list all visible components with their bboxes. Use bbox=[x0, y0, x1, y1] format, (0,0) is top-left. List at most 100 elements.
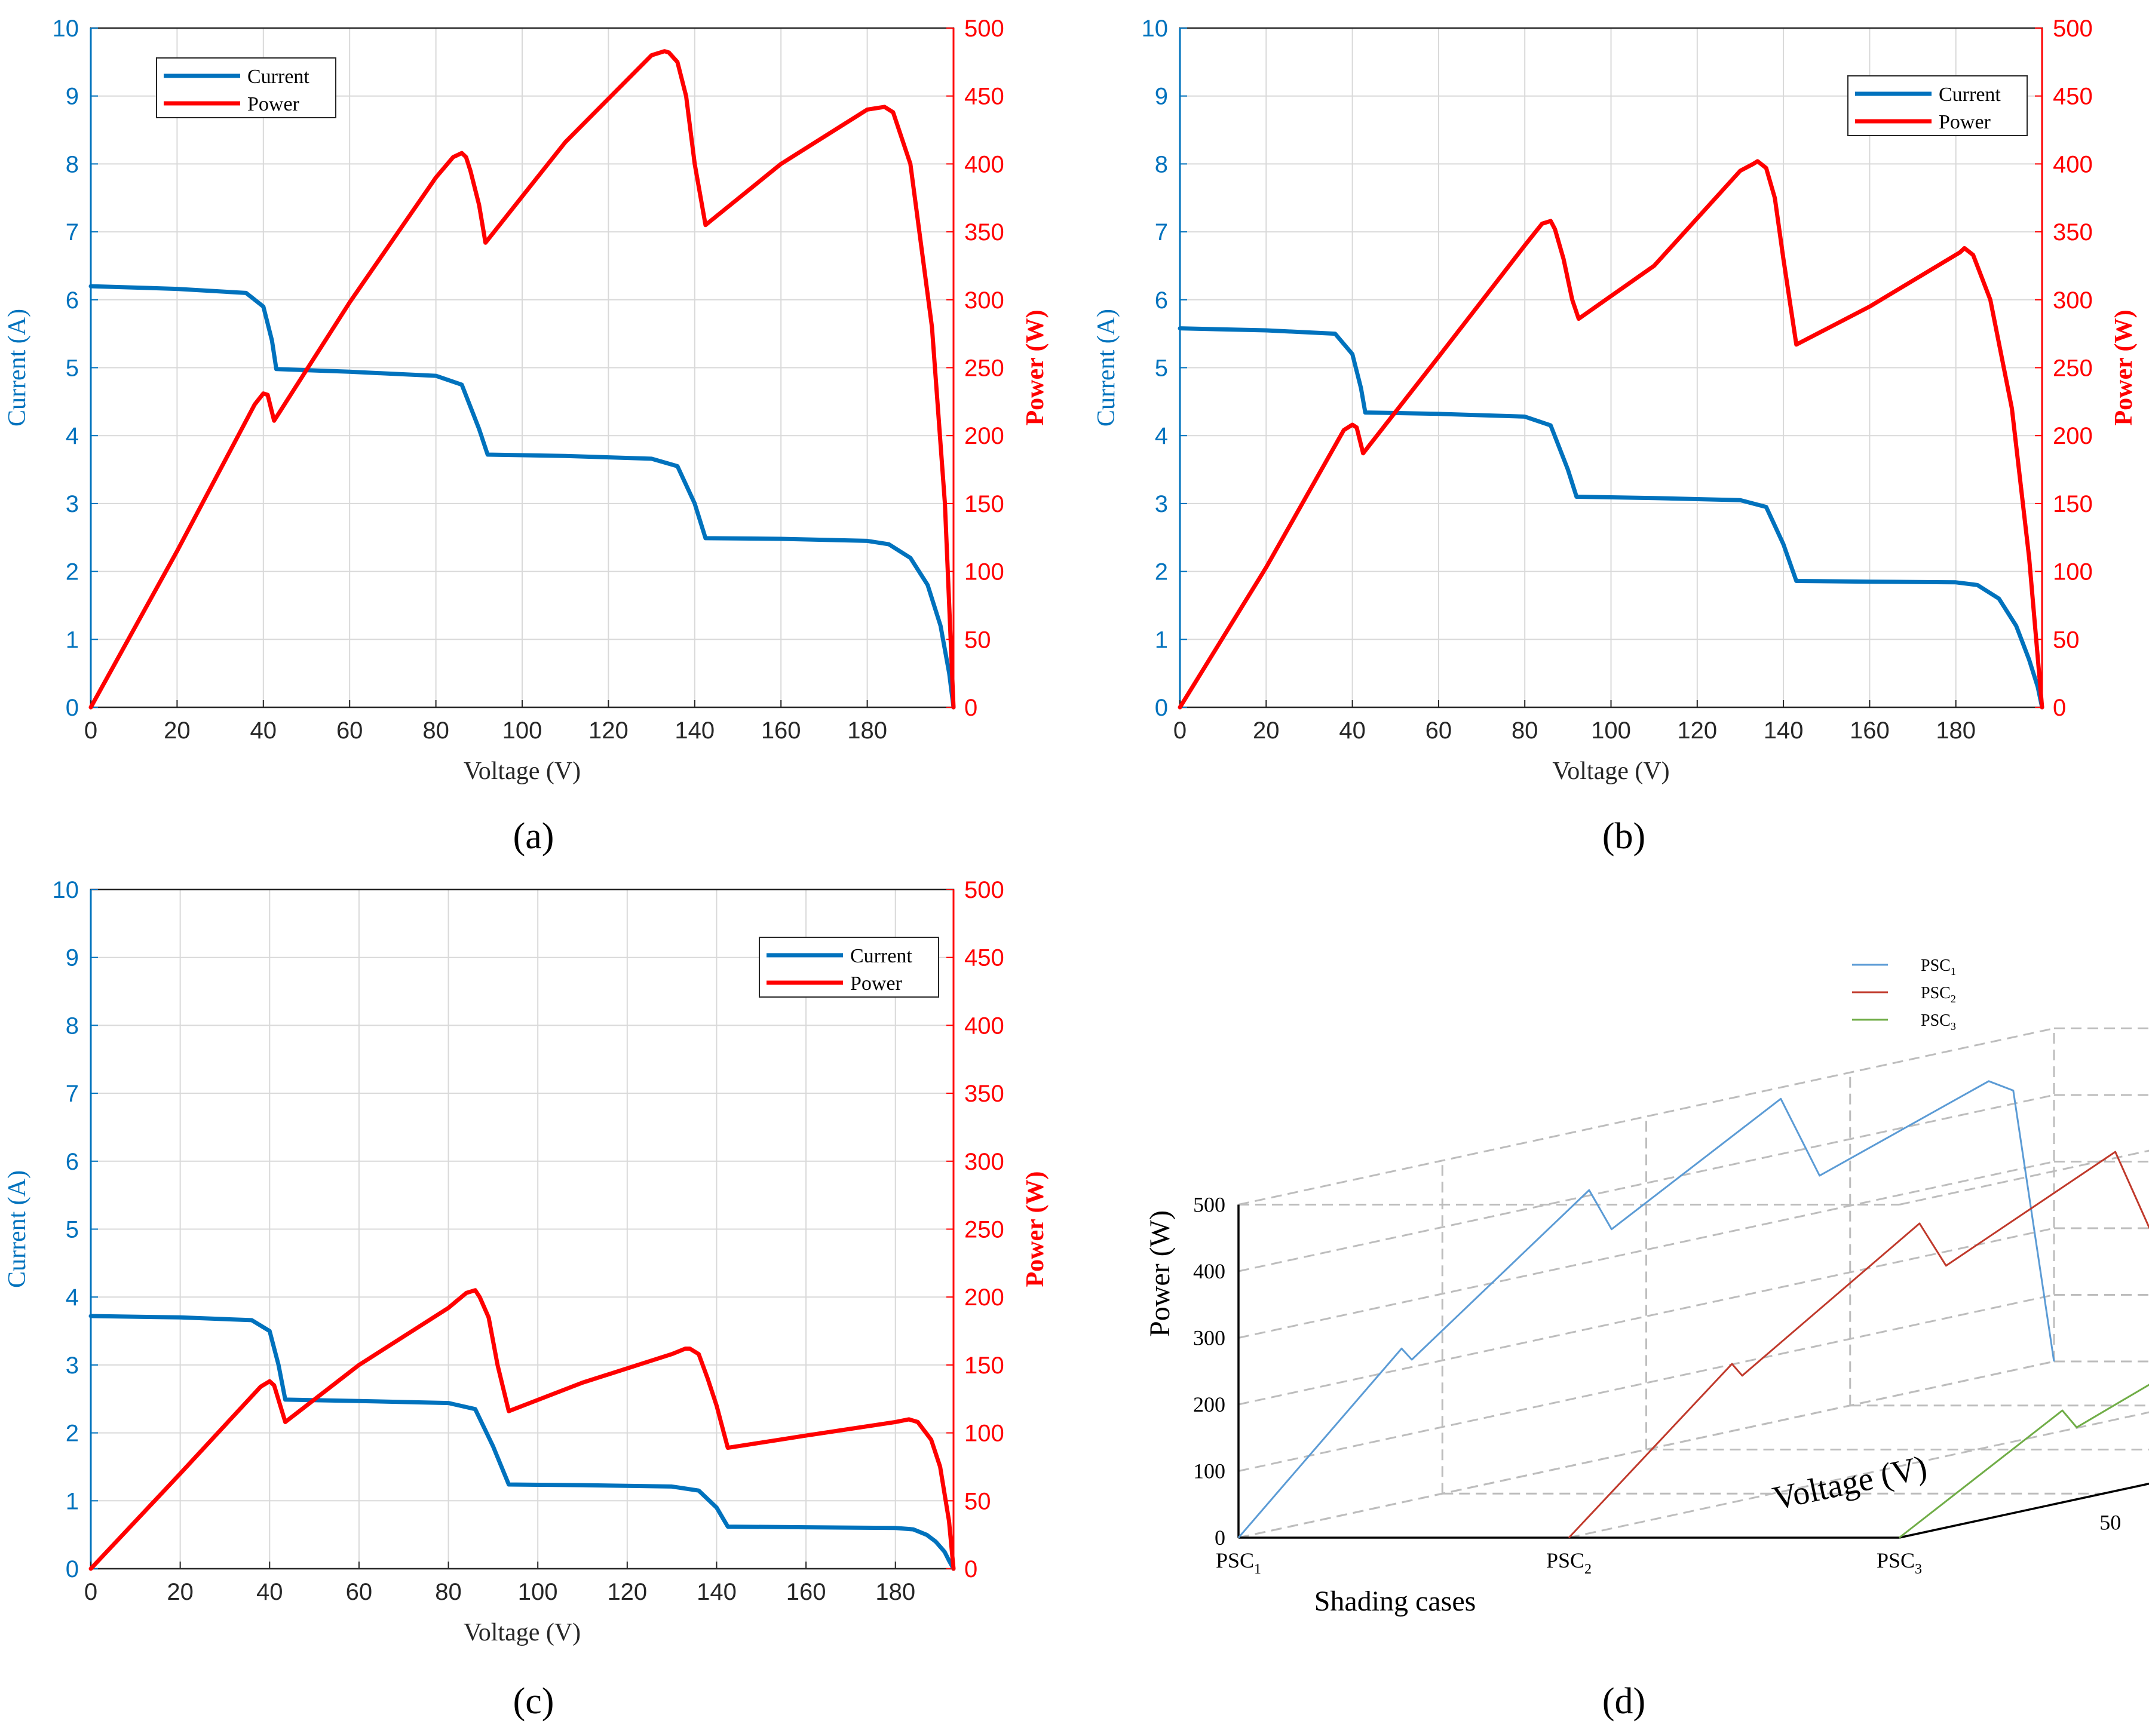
panel-a-ytick-right-label-50: 50 bbox=[964, 627, 991, 653]
panel-d-series-psc1 bbox=[1237, 1080, 2055, 1538]
panel-a-ytick-left-label-2: 2 bbox=[66, 559, 79, 585]
panel-b-xtick-label-60: 60 bbox=[1425, 717, 1452, 744]
panel-c-ylabel-right: Power (W) bbox=[1022, 1171, 1049, 1287]
panel-d-side-gridline-p300 bbox=[1238, 1161, 2055, 1339]
panel-a-legend-label-current: Current bbox=[247, 66, 309, 88]
panel-d-floor-gridline-c0 bbox=[1238, 1360, 2055, 1539]
panel-d-category-label-2: PSC2 bbox=[1546, 1548, 1592, 1577]
panel-b-legend-label-current: Current bbox=[1939, 84, 2001, 106]
panel-b-label: (b) bbox=[1602, 816, 1645, 857]
panel-b-ytick-right-label-450: 450 bbox=[2053, 84, 2093, 110]
panel-a-xtick-label-40: 40 bbox=[250, 717, 277, 744]
panel-a-ytick-left-label-4: 4 bbox=[66, 423, 79, 449]
panel-c-xtick-label-160: 160 bbox=[786, 1579, 826, 1605]
panel-a-series-power bbox=[88, 49, 956, 710]
panel-b-ytick-right-label-200: 200 bbox=[2053, 423, 2093, 449]
panel-b-legend: Current Power bbox=[1847, 75, 2028, 136]
panel-a-chart: 0 20 40 60 80 100 120 140 160 1800123456789100501… bbox=[4, 16, 1049, 785]
panel-a-xtick-label-80: 80 bbox=[422, 717, 449, 744]
panel-c-ytick-left-label-10: 10 bbox=[53, 877, 79, 903]
panel-a-ytick-right-label-0: 0 bbox=[964, 695, 977, 721]
panel-d-chart: 010020030040050050100150200PSC1PSC2PSC3S… bbox=[1144, 956, 2149, 1617]
panel-d-side-gridline-p500 bbox=[1238, 1028, 2055, 1206]
panel-a-ytick-left-label-5: 5 bbox=[66, 355, 79, 382]
panel-a-ytick-right-label-150: 150 bbox=[964, 491, 1004, 517]
panel-b-ytick-left-label-5: 5 bbox=[1155, 355, 1168, 382]
panel-a-xtick-label-100: 100 bbox=[502, 717, 542, 744]
panel-a-label: (a) bbox=[513, 816, 554, 857]
panel-a-ytick-left-label-9: 9 bbox=[66, 84, 79, 110]
panel-c-ytick-left-label-8: 8 bbox=[66, 1013, 79, 1039]
panel-a-xtick-label-120: 120 bbox=[588, 717, 629, 744]
panel-b-ytick-right-label-150: 150 bbox=[2053, 491, 2093, 517]
panel-c-ytick-right-label-300: 300 bbox=[964, 1149, 1004, 1175]
panel-d-xlabel: Shading cases bbox=[1314, 1585, 1476, 1617]
panel-c-ytick-left-label-0: 0 bbox=[66, 1556, 79, 1582]
panel-b-xlabel: Voltage (V) bbox=[1552, 757, 1669, 785]
panel-c-legend-label-current: Current bbox=[850, 945, 912, 967]
panel-c-legend: Current Power bbox=[759, 937, 939, 998]
panel-a-ytick-right-label-400: 400 bbox=[964, 151, 1004, 177]
panel-b-ylabel-left: Current (A) bbox=[1093, 309, 1120, 427]
panel-d-power-tick-500: 500 bbox=[1193, 1193, 1225, 1217]
panel-b-ytick-left-label-2: 2 bbox=[1155, 559, 1168, 585]
panel-b-ytick-left-label-3: 3 bbox=[1155, 491, 1168, 517]
panel-c-xtick-label-40: 40 bbox=[256, 1579, 283, 1605]
panel-b-ytick-right-label-50: 50 bbox=[2053, 627, 2080, 653]
panel-d-side-gridline-p400 bbox=[1238, 1094, 2055, 1272]
panel-a-xlabel: Voltage (V) bbox=[464, 757, 581, 785]
panel-d-power-tick-200: 200 bbox=[1193, 1393, 1225, 1416]
panel-c-ytick-right-label-100: 100 bbox=[964, 1421, 1004, 1447]
panel-c-ytick-left-label-9: 9 bbox=[66, 945, 79, 971]
panel-a-ytick-left-label-8: 8 bbox=[66, 151, 79, 177]
panel-c-chart: 0 20 40 60 80 100 120 140 160 1800123456789100501… bbox=[4, 877, 1049, 1646]
panel-d-category-label-1: PSC1 bbox=[1216, 1548, 1261, 1577]
panel-d-legend: PSC1 PSC2 PSC3 bbox=[1852, 956, 1956, 1032]
panel-a-ytick-right-label-100: 100 bbox=[964, 559, 1004, 585]
panel-c-ytick-right-label-450: 450 bbox=[964, 945, 1004, 971]
panel-c-ytick-right-label-400: 400 bbox=[964, 1013, 1004, 1039]
panel-d-side-gridline-p100 bbox=[1238, 1294, 2055, 1472]
panel-a-xtick-label-180: 180 bbox=[847, 717, 887, 744]
panel-c-ytick-right-label-250: 250 bbox=[964, 1217, 1004, 1243]
panel-b-ytick-left-label-9: 9 bbox=[1155, 84, 1168, 110]
panel-a-ytick-left-label-1: 1 bbox=[66, 627, 79, 653]
panel-a-ytick-right-label-250: 250 bbox=[964, 355, 1004, 382]
panel-d-series-psc3 bbox=[1899, 1384, 2149, 1539]
panel-d-floor-gridline-c1 bbox=[1568, 1411, 2149, 1539]
panel-a-xtick-label-60: 60 bbox=[336, 717, 363, 744]
panel-a-ytick-left-label-10: 10 bbox=[53, 16, 79, 42]
panel-b-ytick-left-label-0: 0 bbox=[1155, 695, 1168, 721]
panel-d-top-right-edge bbox=[1899, 1149, 2149, 1206]
panel-b-xtick-label-180: 180 bbox=[1936, 717, 1976, 744]
panel-c-ytick-right-label-350: 350 bbox=[964, 1081, 1004, 1107]
panel-a-xtick-label-140: 140 bbox=[675, 717, 715, 744]
panel-a-ytick-left-label-7: 7 bbox=[66, 219, 79, 246]
panel-c-ytick-left-label-7: 7 bbox=[66, 1081, 79, 1107]
panel-b-ytick-right-label-250: 250 bbox=[2053, 355, 2093, 382]
panel-b-series-power bbox=[1178, 159, 2044, 710]
panel-d-side-gridline-p200 bbox=[1238, 1227, 2055, 1406]
panel-c-legend-label-power: Power bbox=[850, 973, 903, 995]
panel-b-xtick-label-40: 40 bbox=[1339, 717, 1366, 744]
panel-d-legend-label-3: PSC3 bbox=[1921, 1011, 1956, 1032]
panel-c-ytick-left-label-6: 6 bbox=[66, 1149, 79, 1175]
panel-c-xlabel: Voltage (V) bbox=[464, 1619, 581, 1646]
panel-b-ytick-left-label-8: 8 bbox=[1155, 151, 1168, 177]
panel-a-ytick-left-label-3: 3 bbox=[66, 491, 79, 517]
panel-b-ylabel-right: Power (W) bbox=[2110, 310, 2138, 426]
panel-c-xtick-label-0: 0 bbox=[84, 1579, 97, 1605]
panel-a-ylabel-right: Power (W) bbox=[1022, 310, 1049, 426]
panel-a-series-current bbox=[88, 284, 956, 710]
panel-b-ytick-left-label-1: 1 bbox=[1155, 627, 1168, 653]
panel-c-legend-box bbox=[759, 937, 939, 998]
panel-b-ytick-left-label-7: 7 bbox=[1155, 219, 1168, 246]
panel-d-voltage-axis bbox=[1899, 1482, 2149, 1539]
panel-b-xtick-label-0: 0 bbox=[1173, 717, 1187, 744]
panel-b-ytick-left-label-6: 6 bbox=[1155, 287, 1168, 314]
panel-b-ytick-left-label-10: 10 bbox=[1142, 16, 1169, 42]
panel-a-xtick-label-20: 20 bbox=[164, 717, 191, 744]
panel-b-series-current bbox=[1178, 326, 2044, 710]
panel-c-ytick-right-label-0: 0 bbox=[964, 1556, 977, 1582]
